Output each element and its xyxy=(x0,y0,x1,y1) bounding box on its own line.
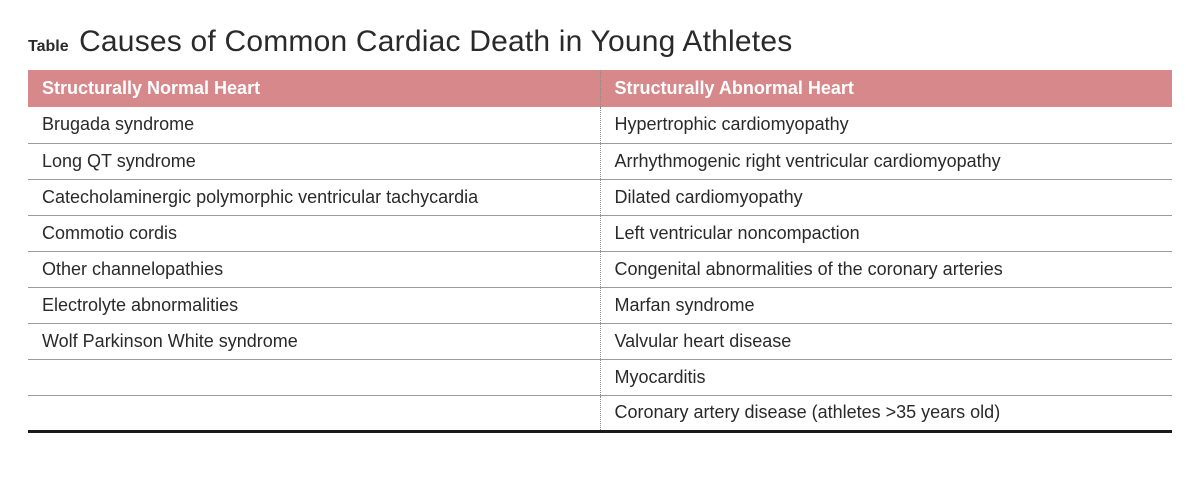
table-label: Table xyxy=(28,38,69,55)
table-body: Brugada syndrome Hypertrophic cardiomyop… xyxy=(28,107,1172,431)
table-row: Electrolyte abnormalities Marfan syndrom… xyxy=(28,287,1172,323)
cell-normal: Other channelopathies xyxy=(28,251,600,287)
cell-normal: Long QT syndrome xyxy=(28,143,600,179)
cell-normal xyxy=(28,359,600,395)
table-row: Long QT syndrome Arrhythmogenic right ve… xyxy=(28,143,1172,179)
table-row: Other channelopathies Congenital abnorma… xyxy=(28,251,1172,287)
cell-abnormal: Myocarditis xyxy=(600,359,1172,395)
table-header-row: Structurally Normal Heart Structurally A… xyxy=(28,70,1172,107)
table-row: Myocarditis xyxy=(28,359,1172,395)
cell-abnormal: Hypertrophic cardiomyopathy xyxy=(600,107,1172,143)
cell-abnormal: Marfan syndrome xyxy=(600,287,1172,323)
cell-normal: Wolf Parkinson White syndrome xyxy=(28,323,600,359)
table-row: Wolf Parkinson White syndrome Valvular h… xyxy=(28,323,1172,359)
cardiac-causes-table: Structurally Normal Heart Structurally A… xyxy=(28,70,1172,433)
table-row: Catecholaminergic polymorphic ventricula… xyxy=(28,179,1172,215)
cell-normal: Brugada syndrome xyxy=(28,107,600,143)
cell-normal: Electrolyte abnormalities xyxy=(28,287,600,323)
cell-abnormal: Valvular heart disease xyxy=(600,323,1172,359)
cell-normal: Catecholaminergic polymorphic ventricula… xyxy=(28,179,600,215)
table-row: Brugada syndrome Hypertrophic cardiomyop… xyxy=(28,107,1172,143)
cell-abnormal: Coronary artery disease (athletes >35 ye… xyxy=(600,395,1172,431)
cell-normal: Commotio cordis xyxy=(28,215,600,251)
col-header-normal: Structurally Normal Heart xyxy=(28,70,600,107)
cell-normal xyxy=(28,395,600,431)
cell-abnormal: Arrhythmogenic right ventricular cardiom… xyxy=(600,143,1172,179)
table-title: Causes of Common Cardiac Death in Young … xyxy=(79,25,792,58)
table-title-row: Table Causes of Common Cardiac Death in … xyxy=(28,24,1172,60)
cell-abnormal: Left ventricular noncompaction xyxy=(600,215,1172,251)
cell-abnormal: Dilated cardiomyopathy xyxy=(600,179,1172,215)
table-row: Coronary artery disease (athletes >35 ye… xyxy=(28,395,1172,431)
cell-abnormal: Congenital abnormalities of the coronary… xyxy=(600,251,1172,287)
table-row: Commotio cordis Left ventricular noncomp… xyxy=(28,215,1172,251)
col-header-abnormal: Structurally Abnormal Heart xyxy=(600,70,1172,107)
